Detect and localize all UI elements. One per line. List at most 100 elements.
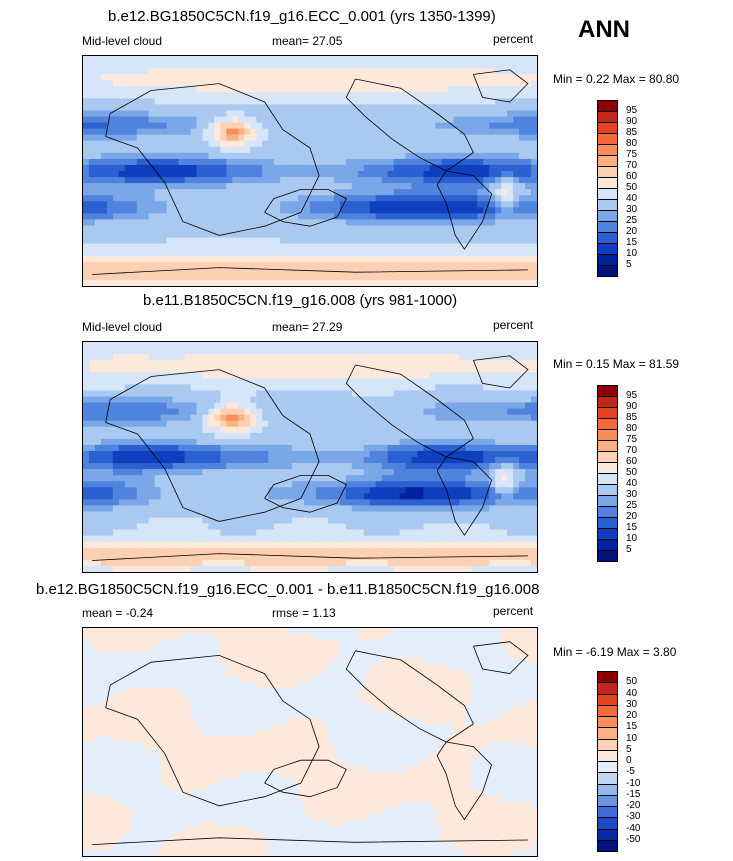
field-cell xyxy=(345,140,353,148)
field-cell xyxy=(214,237,221,245)
field-cell xyxy=(387,279,395,286)
field-cell xyxy=(190,475,198,482)
field-cell xyxy=(429,134,437,142)
field-cell xyxy=(483,354,490,361)
field-cell xyxy=(190,450,198,458)
field-cell xyxy=(250,255,257,263)
field-cell xyxy=(441,342,448,349)
field-cell xyxy=(369,164,377,172)
field-cell xyxy=(226,444,233,452)
field-cell xyxy=(124,152,132,160)
field-cell xyxy=(339,384,347,392)
field-cell xyxy=(447,177,454,184)
field-cell xyxy=(525,177,532,184)
field-cell xyxy=(130,177,138,184)
field-cell xyxy=(513,469,520,476)
field-cell xyxy=(226,171,233,178)
field-cell xyxy=(112,122,120,130)
field-cell xyxy=(369,183,377,190)
field-cell xyxy=(178,231,186,239)
field-cell xyxy=(184,475,192,482)
field-cell xyxy=(190,158,198,166)
field-cell xyxy=(190,74,198,81)
field-cell xyxy=(507,273,514,281)
field-cell xyxy=(160,279,168,286)
field-cell xyxy=(214,420,221,428)
field-cell xyxy=(495,255,502,263)
field-cell xyxy=(507,152,514,160)
field-cell xyxy=(423,201,431,208)
field-cell xyxy=(453,171,460,178)
field-cell xyxy=(501,372,508,379)
field-cell xyxy=(477,189,484,196)
field-cell xyxy=(357,457,365,464)
field-cell xyxy=(327,171,335,178)
field-cell xyxy=(244,378,251,385)
field-cell xyxy=(292,122,299,130)
field-cell xyxy=(298,80,305,87)
field-cell xyxy=(220,402,227,410)
field-cell xyxy=(238,116,245,124)
field-cell xyxy=(202,279,210,286)
field-cell xyxy=(106,342,114,349)
field-cell xyxy=(393,426,401,434)
field-cell xyxy=(321,426,329,434)
field-cell xyxy=(399,255,407,263)
field-cell xyxy=(83,128,90,136)
field-cell xyxy=(280,68,287,75)
field-cell xyxy=(214,342,221,349)
field-cell xyxy=(112,249,120,257)
field-cell xyxy=(286,177,293,184)
field-cell xyxy=(423,348,431,355)
field-cell xyxy=(238,207,245,214)
field-cell xyxy=(327,201,335,208)
field-cell xyxy=(304,261,311,269)
field-cell xyxy=(190,122,198,130)
field-cell xyxy=(202,98,210,106)
field-cell xyxy=(244,420,251,428)
field-cell xyxy=(519,140,526,148)
field-cell xyxy=(531,243,537,251)
field-cell xyxy=(298,457,305,464)
field-cell xyxy=(256,213,263,221)
field-cell xyxy=(244,171,251,178)
field-cell xyxy=(202,384,210,392)
field-cell xyxy=(310,255,317,263)
field-cell xyxy=(124,62,132,69)
field-cell xyxy=(459,86,466,93)
field-cell xyxy=(363,171,371,178)
field-cell xyxy=(262,177,269,184)
field-cell xyxy=(501,457,508,464)
field-cell xyxy=(369,86,377,93)
field-cell xyxy=(483,444,490,452)
field-cell xyxy=(274,116,281,124)
field-cell xyxy=(387,342,395,349)
field-cell xyxy=(262,110,269,118)
field-cell xyxy=(112,243,120,251)
field-cell xyxy=(100,390,108,398)
field-cell xyxy=(88,62,96,69)
field-cell xyxy=(100,360,108,367)
field-cell xyxy=(172,444,180,452)
field-cell xyxy=(519,279,526,286)
field-cell xyxy=(411,116,419,124)
field-cell xyxy=(327,481,335,488)
field-cell xyxy=(441,396,448,404)
field-cell xyxy=(345,384,353,392)
field-cell xyxy=(136,195,144,202)
field-cell xyxy=(88,432,96,440)
field-cell xyxy=(435,56,443,63)
field-cell xyxy=(292,273,299,281)
field-cell xyxy=(178,384,186,392)
field-cell xyxy=(292,225,299,233)
field-cell xyxy=(88,372,96,379)
field-cell xyxy=(381,110,389,118)
field-cell xyxy=(202,499,210,507)
field-cell xyxy=(315,201,323,208)
field-cell xyxy=(513,128,520,136)
field-cell xyxy=(190,183,198,190)
field-cell xyxy=(333,390,341,398)
field-cell xyxy=(154,237,162,245)
field-cell xyxy=(83,195,90,202)
field-cell xyxy=(268,80,275,87)
